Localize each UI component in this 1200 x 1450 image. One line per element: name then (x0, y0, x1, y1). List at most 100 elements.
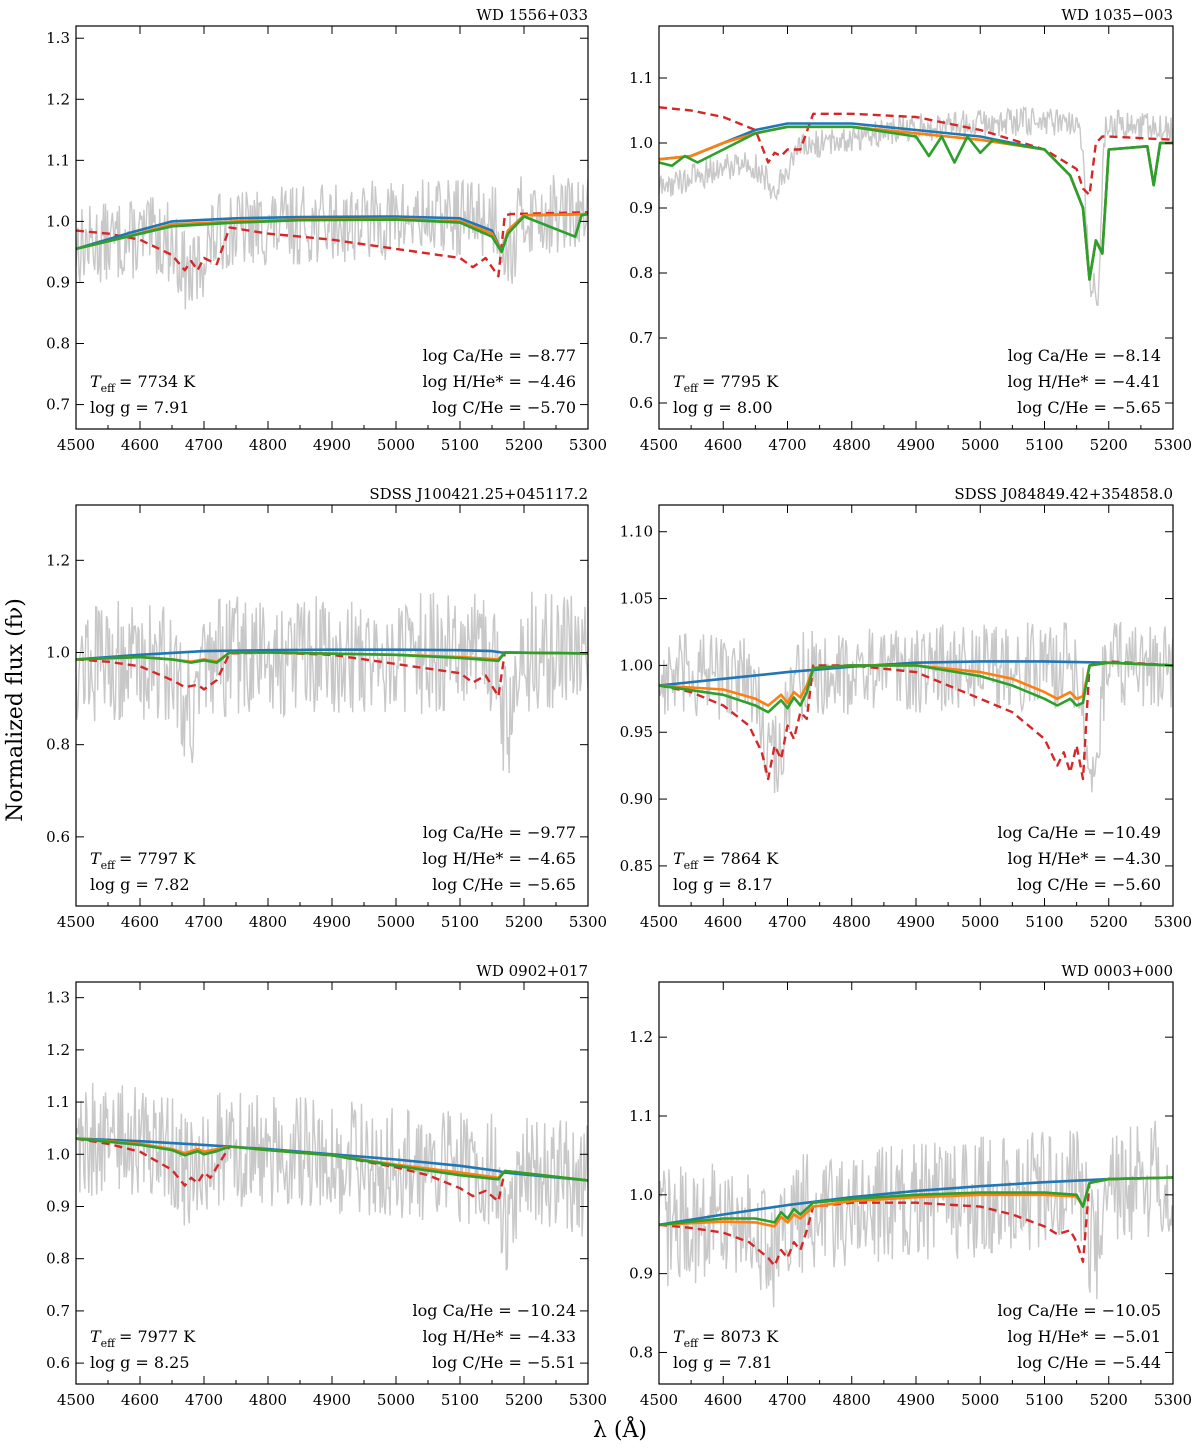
h-he-annotation: log H/He* = −4.41 (1008, 372, 1161, 391)
x-tick-label: 4800 (249, 436, 287, 454)
x-tick-label: 5100 (1025, 913, 1063, 931)
x-axis-label-text: λ (Å) (593, 1415, 647, 1443)
x-tick-label: 4600 (121, 436, 159, 454)
y-tick-label: 1.0 (46, 1145, 70, 1163)
y-tick-label: 0.7 (46, 1302, 70, 1320)
x-tick-label: 5100 (1025, 436, 1063, 454)
y-tick-label: 0.85 (620, 857, 653, 875)
x-tick-label: 4600 (121, 913, 159, 931)
y-tick-label: 0.95 (620, 723, 653, 741)
teff-value: = 7797 K (119, 849, 196, 868)
y-tick-label: 1.10 (620, 523, 653, 541)
x-tick-label: 5300 (569, 1391, 607, 1409)
logg-annotation: log g = 7.91 (90, 398, 190, 417)
teff-value: = 7977 K (119, 1327, 196, 1346)
x-tick-label: 5100 (441, 913, 479, 931)
x-tick-label: 5200 (505, 913, 543, 931)
x-tick-label: 4800 (833, 436, 871, 454)
x-tick-label: 5100 (441, 1391, 479, 1409)
c-he-annotation: log C/He = −5.70 (432, 398, 576, 417)
panel-title: WD 0902+017 (476, 962, 588, 980)
x-tick-label: 5300 (569, 913, 607, 931)
y-tick-label: 0.6 (46, 828, 70, 846)
teff-symbol: T (673, 372, 685, 391)
y-tick-label: 0.8 (629, 1343, 653, 1361)
c-he-annotation: log C/He = −5.65 (432, 875, 576, 894)
x-tick-label: 4500 (640, 436, 678, 454)
teff-annotation: Teff = 7977 K (90, 1327, 196, 1350)
x-tick-label: 4900 (897, 436, 935, 454)
y-tick-label: 1.1 (46, 151, 70, 169)
x-tick-label: 4600 (704, 1391, 742, 1409)
ca-he-annotation: log Ca/He = −8.14 (1008, 346, 1161, 365)
x-tick-label: 5000 (961, 913, 999, 931)
teff-annotation: Teff = 7864 K (673, 849, 779, 872)
model-green-line (659, 1176, 1173, 1227)
teff-symbol: T (90, 372, 102, 391)
x-tick-label: 4600 (704, 436, 742, 454)
teff-subscript: eff (101, 1337, 117, 1350)
teff-subscript: eff (684, 382, 700, 395)
model-green-line (76, 651, 588, 664)
x-tick-label: 4700 (768, 1391, 806, 1409)
h-he-annotation: log H/He* = −4.46 (423, 372, 576, 391)
model-blue-line (659, 1176, 1173, 1227)
teff-annotation: Teff = 8073 K (673, 1327, 779, 1350)
y-tick-label: 0.8 (46, 1250, 70, 1268)
teff-symbol: T (90, 849, 102, 868)
y-tick-label: 1.0 (46, 212, 70, 230)
teff-symbol: T (673, 1327, 685, 1346)
x-tick-label: 5100 (1025, 1391, 1063, 1409)
panel-title: WD 0003+000 (1061, 962, 1173, 980)
x-tick-label: 5100 (441, 436, 479, 454)
x-tick-label: 4800 (833, 1391, 871, 1409)
teff-value: = 8073 K (702, 1327, 779, 1346)
y-tick-label: 1.1 (46, 1093, 70, 1111)
observed-spectrum-line (76, 175, 588, 310)
logg-annotation: log g = 8.17 (673, 875, 773, 894)
panel-1: 4500 4600 4700 4800 4900 5000 5100 5200 5300 0.7 0… (46, 6, 607, 454)
panel-title: SDSS J084849.42+354858.0 (954, 485, 1173, 503)
y-tick-label: 0.6 (629, 394, 653, 412)
teff-value: = 7795 K (702, 372, 779, 391)
x-tick-label: 4500 (640, 1391, 678, 1409)
y-tick-label: 1.3 (46, 989, 70, 1007)
teff-subscript: eff (684, 1337, 700, 1350)
x-tick-label: 4500 (640, 913, 678, 931)
panel-title: SDSS J100421.25+045117.2 (369, 485, 588, 503)
ca-he-annotation: log Ca/He = −8.77 (423, 346, 576, 365)
ca-he-annotation: log Ca/He = −10.24 (413, 1301, 576, 1320)
y-tick-label: 0.8 (46, 335, 70, 353)
observed-spectrum-line (76, 591, 588, 774)
y-tick-label: 1.0 (629, 1186, 653, 1204)
x-tick-label: 5300 (1154, 913, 1192, 931)
y-tick-label: 1.00 (620, 656, 653, 674)
panel-2: 4500 4600 4700 4800 4900 5000 5100 5200 5300 0.6 0… (629, 6, 1192, 454)
model-red-line (659, 660, 1173, 781)
logg-annotation: log g = 8.00 (673, 398, 773, 417)
c-he-annotation: log C/He = −5.44 (1017, 1353, 1161, 1372)
model-blue-line (76, 1137, 588, 1182)
x-tick-label: 5300 (1154, 1391, 1192, 1409)
x-tick-label: 5200 (1090, 1391, 1128, 1409)
x-tick-label: 5200 (1090, 436, 1128, 454)
x-tick-label: 4900 (897, 913, 935, 931)
h-he-annotation: log H/He* = −4.65 (423, 849, 576, 868)
x-tick-label: 5000 (377, 913, 415, 931)
teff-symbol: T (90, 1327, 102, 1346)
x-tick-label: 4800 (833, 913, 871, 931)
logg-annotation: log g = 7.81 (673, 1353, 773, 1372)
h-he-annotation: log H/He* = −4.33 (423, 1327, 576, 1346)
teff-subscript: eff (684, 859, 700, 872)
y-tick-label: 0.6 (46, 1354, 70, 1372)
model-red-line (659, 106, 1173, 197)
ca-he-annotation: log Ca/He = −10.49 (998, 823, 1161, 842)
x-tick-label: 4900 (897, 1391, 935, 1409)
model-green-line (76, 1137, 588, 1182)
teff-subscript: eff (101, 382, 117, 395)
x-tick-label: 4600 (704, 913, 742, 931)
y-tick-label: 1.2 (46, 90, 70, 108)
y-tick-label: 0.9 (46, 273, 70, 291)
model-green-line (76, 212, 588, 254)
teff-value: = 7734 K (119, 372, 196, 391)
